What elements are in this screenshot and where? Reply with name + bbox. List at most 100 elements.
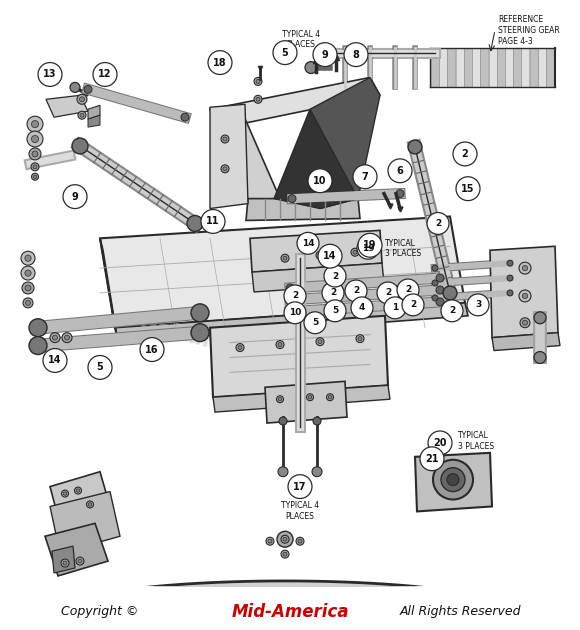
Circle shape (195, 328, 205, 338)
Circle shape (201, 210, 225, 233)
Text: REFERENCE
STEERING GEAR
PAGE 4-3: REFERENCE STEERING GEAR PAGE 4-3 (498, 15, 560, 46)
Circle shape (313, 43, 337, 67)
Circle shape (61, 559, 69, 567)
Circle shape (29, 148, 41, 160)
Circle shape (519, 290, 531, 302)
Polygon shape (415, 453, 492, 512)
Circle shape (268, 539, 272, 543)
Circle shape (377, 282, 399, 304)
Text: 2: 2 (292, 292, 298, 301)
Bar (488, 48, 496, 88)
Bar (431, 48, 439, 88)
Text: 9: 9 (71, 192, 78, 202)
Text: TYPICAL 4
PLACES: TYPICAL 4 PLACES (281, 501, 319, 521)
Text: All Rights Reserved: All Rights Reserved (399, 605, 521, 619)
Text: 3: 3 (475, 301, 481, 309)
Circle shape (63, 185, 87, 209)
Circle shape (523, 265, 528, 271)
Text: 6: 6 (397, 166, 403, 176)
Circle shape (304, 312, 326, 334)
Circle shape (396, 190, 404, 198)
Circle shape (402, 294, 424, 316)
Circle shape (33, 165, 37, 169)
Circle shape (384, 297, 406, 319)
Circle shape (283, 256, 287, 260)
Circle shape (467, 294, 489, 316)
Circle shape (357, 238, 379, 259)
Circle shape (288, 474, 312, 498)
Bar (505, 48, 513, 88)
Text: 15: 15 (461, 184, 475, 193)
Circle shape (507, 275, 513, 281)
Circle shape (408, 140, 422, 154)
Polygon shape (100, 238, 118, 343)
Text: 17: 17 (293, 481, 307, 491)
Text: 8: 8 (353, 50, 360, 60)
Circle shape (191, 324, 209, 341)
Text: 14: 14 (323, 251, 337, 261)
Polygon shape (210, 105, 248, 209)
Circle shape (77, 94, 87, 105)
Polygon shape (50, 491, 120, 553)
Circle shape (21, 266, 35, 280)
Bar (530, 48, 538, 88)
Circle shape (298, 539, 302, 543)
Text: 1: 1 (392, 304, 398, 312)
Circle shape (80, 113, 84, 117)
Text: 18: 18 (213, 57, 227, 67)
Text: TYPICAL
3 PLACES: TYPICAL 3 PLACES (385, 239, 421, 258)
Text: 9: 9 (322, 50, 328, 60)
Circle shape (195, 308, 205, 318)
Circle shape (31, 120, 39, 128)
Circle shape (428, 431, 452, 455)
Circle shape (397, 279, 419, 301)
Circle shape (351, 248, 359, 256)
Circle shape (72, 138, 88, 154)
Bar (472, 48, 480, 88)
Bar (456, 48, 463, 88)
Circle shape (278, 398, 282, 401)
Text: 2: 2 (462, 149, 469, 159)
Polygon shape (310, 77, 380, 209)
Circle shape (453, 142, 477, 166)
Circle shape (318, 340, 322, 343)
Polygon shape (88, 105, 100, 119)
Text: 5: 5 (312, 318, 318, 327)
Text: 14: 14 (48, 355, 61, 365)
Circle shape (21, 251, 35, 265)
Circle shape (433, 460, 473, 500)
Circle shape (507, 260, 513, 266)
Text: 19: 19 (363, 240, 377, 250)
Circle shape (208, 50, 232, 74)
Text: 20: 20 (433, 438, 447, 448)
Circle shape (351, 297, 373, 319)
Circle shape (281, 255, 289, 262)
Circle shape (33, 323, 43, 333)
Circle shape (308, 396, 312, 399)
Polygon shape (274, 109, 358, 209)
Text: 5: 5 (332, 306, 338, 316)
Circle shape (221, 135, 229, 143)
Circle shape (327, 394, 333, 401)
Circle shape (64, 335, 70, 340)
Circle shape (93, 62, 117, 86)
Text: TYPICAL 4
PLACES: TYPICAL 4 PLACES (282, 30, 320, 49)
Circle shape (523, 293, 528, 299)
Circle shape (32, 151, 38, 157)
Bar (496, 48, 505, 88)
Polygon shape (115, 303, 468, 343)
Circle shape (328, 396, 332, 399)
Circle shape (31, 135, 39, 142)
Circle shape (344, 43, 368, 67)
Circle shape (278, 467, 288, 477)
Circle shape (322, 282, 344, 304)
Text: 5: 5 (97, 362, 103, 372)
Circle shape (436, 286, 444, 294)
Polygon shape (250, 231, 382, 272)
Circle shape (22, 282, 34, 294)
Circle shape (43, 348, 67, 372)
Circle shape (313, 417, 321, 425)
Circle shape (38, 62, 62, 86)
Polygon shape (252, 263, 384, 292)
Circle shape (288, 195, 296, 203)
